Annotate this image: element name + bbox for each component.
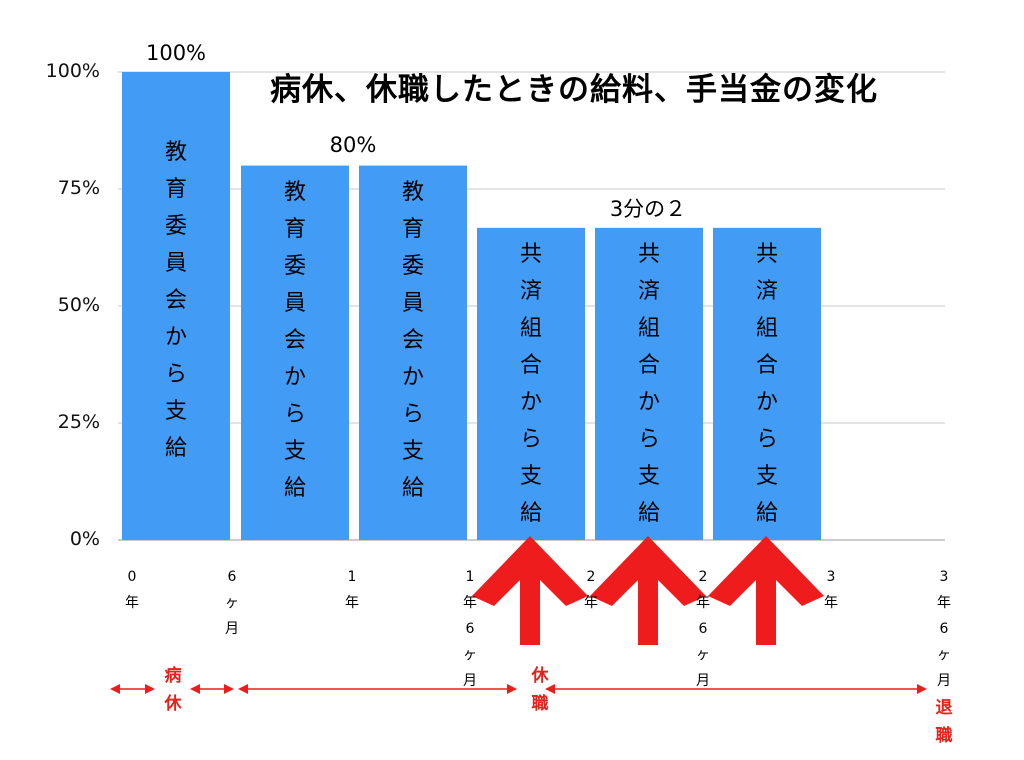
- period-label: 休職: [531, 666, 549, 714]
- value-label: 3分の２: [609, 197, 687, 221]
- bar-label: 共済組合から支給: [519, 241, 542, 526]
- bar: [359, 165, 467, 540]
- bar-label: 教育委員会から支給: [401, 179, 424, 501]
- y-tick-label: 0%: [69, 528, 100, 550]
- up-arrow-icon: [708, 536, 824, 645]
- y-tick-label: 100%: [45, 60, 100, 82]
- arrow-head-right-icon: [917, 684, 927, 694]
- value-label: 80%: [329, 133, 377, 157]
- bar: [241, 165, 349, 540]
- y-tick-label: 25%: [57, 411, 100, 433]
- y-tick-label: 75%: [57, 177, 100, 199]
- up-arrow-icon: [590, 536, 706, 645]
- up-arrow-icon: [472, 536, 588, 645]
- arrow-head-right-icon: [507, 684, 517, 694]
- arrow-head-left-icon: [110, 684, 120, 694]
- bar-label: 教育委員会から支給: [283, 179, 306, 501]
- period-label: 病休: [164, 666, 182, 714]
- bar: [713, 227, 821, 540]
- y-tick-label: 50%: [57, 294, 100, 316]
- bar-label: 共済組合から支給: [755, 241, 778, 526]
- arrow-head-left-icon: [545, 684, 555, 694]
- arrow-head-left-icon: [238, 684, 248, 694]
- bar-label: 共済組合から支給: [637, 241, 660, 526]
- chart-title: 病休、休職したときの給料、手当金の変化: [270, 72, 878, 108]
- period-label: 退職: [935, 698, 953, 746]
- arrow-head-left-icon: [190, 684, 200, 694]
- bar-label: 教育委員会から支給: [164, 140, 187, 461]
- arrow-head-right-icon: [145, 684, 155, 694]
- arrow-head-right-icon: [224, 684, 234, 694]
- bar: [477, 227, 585, 540]
- bar: [595, 227, 703, 540]
- value-label: 100%: [145, 41, 207, 65]
- bar: [122, 72, 230, 540]
